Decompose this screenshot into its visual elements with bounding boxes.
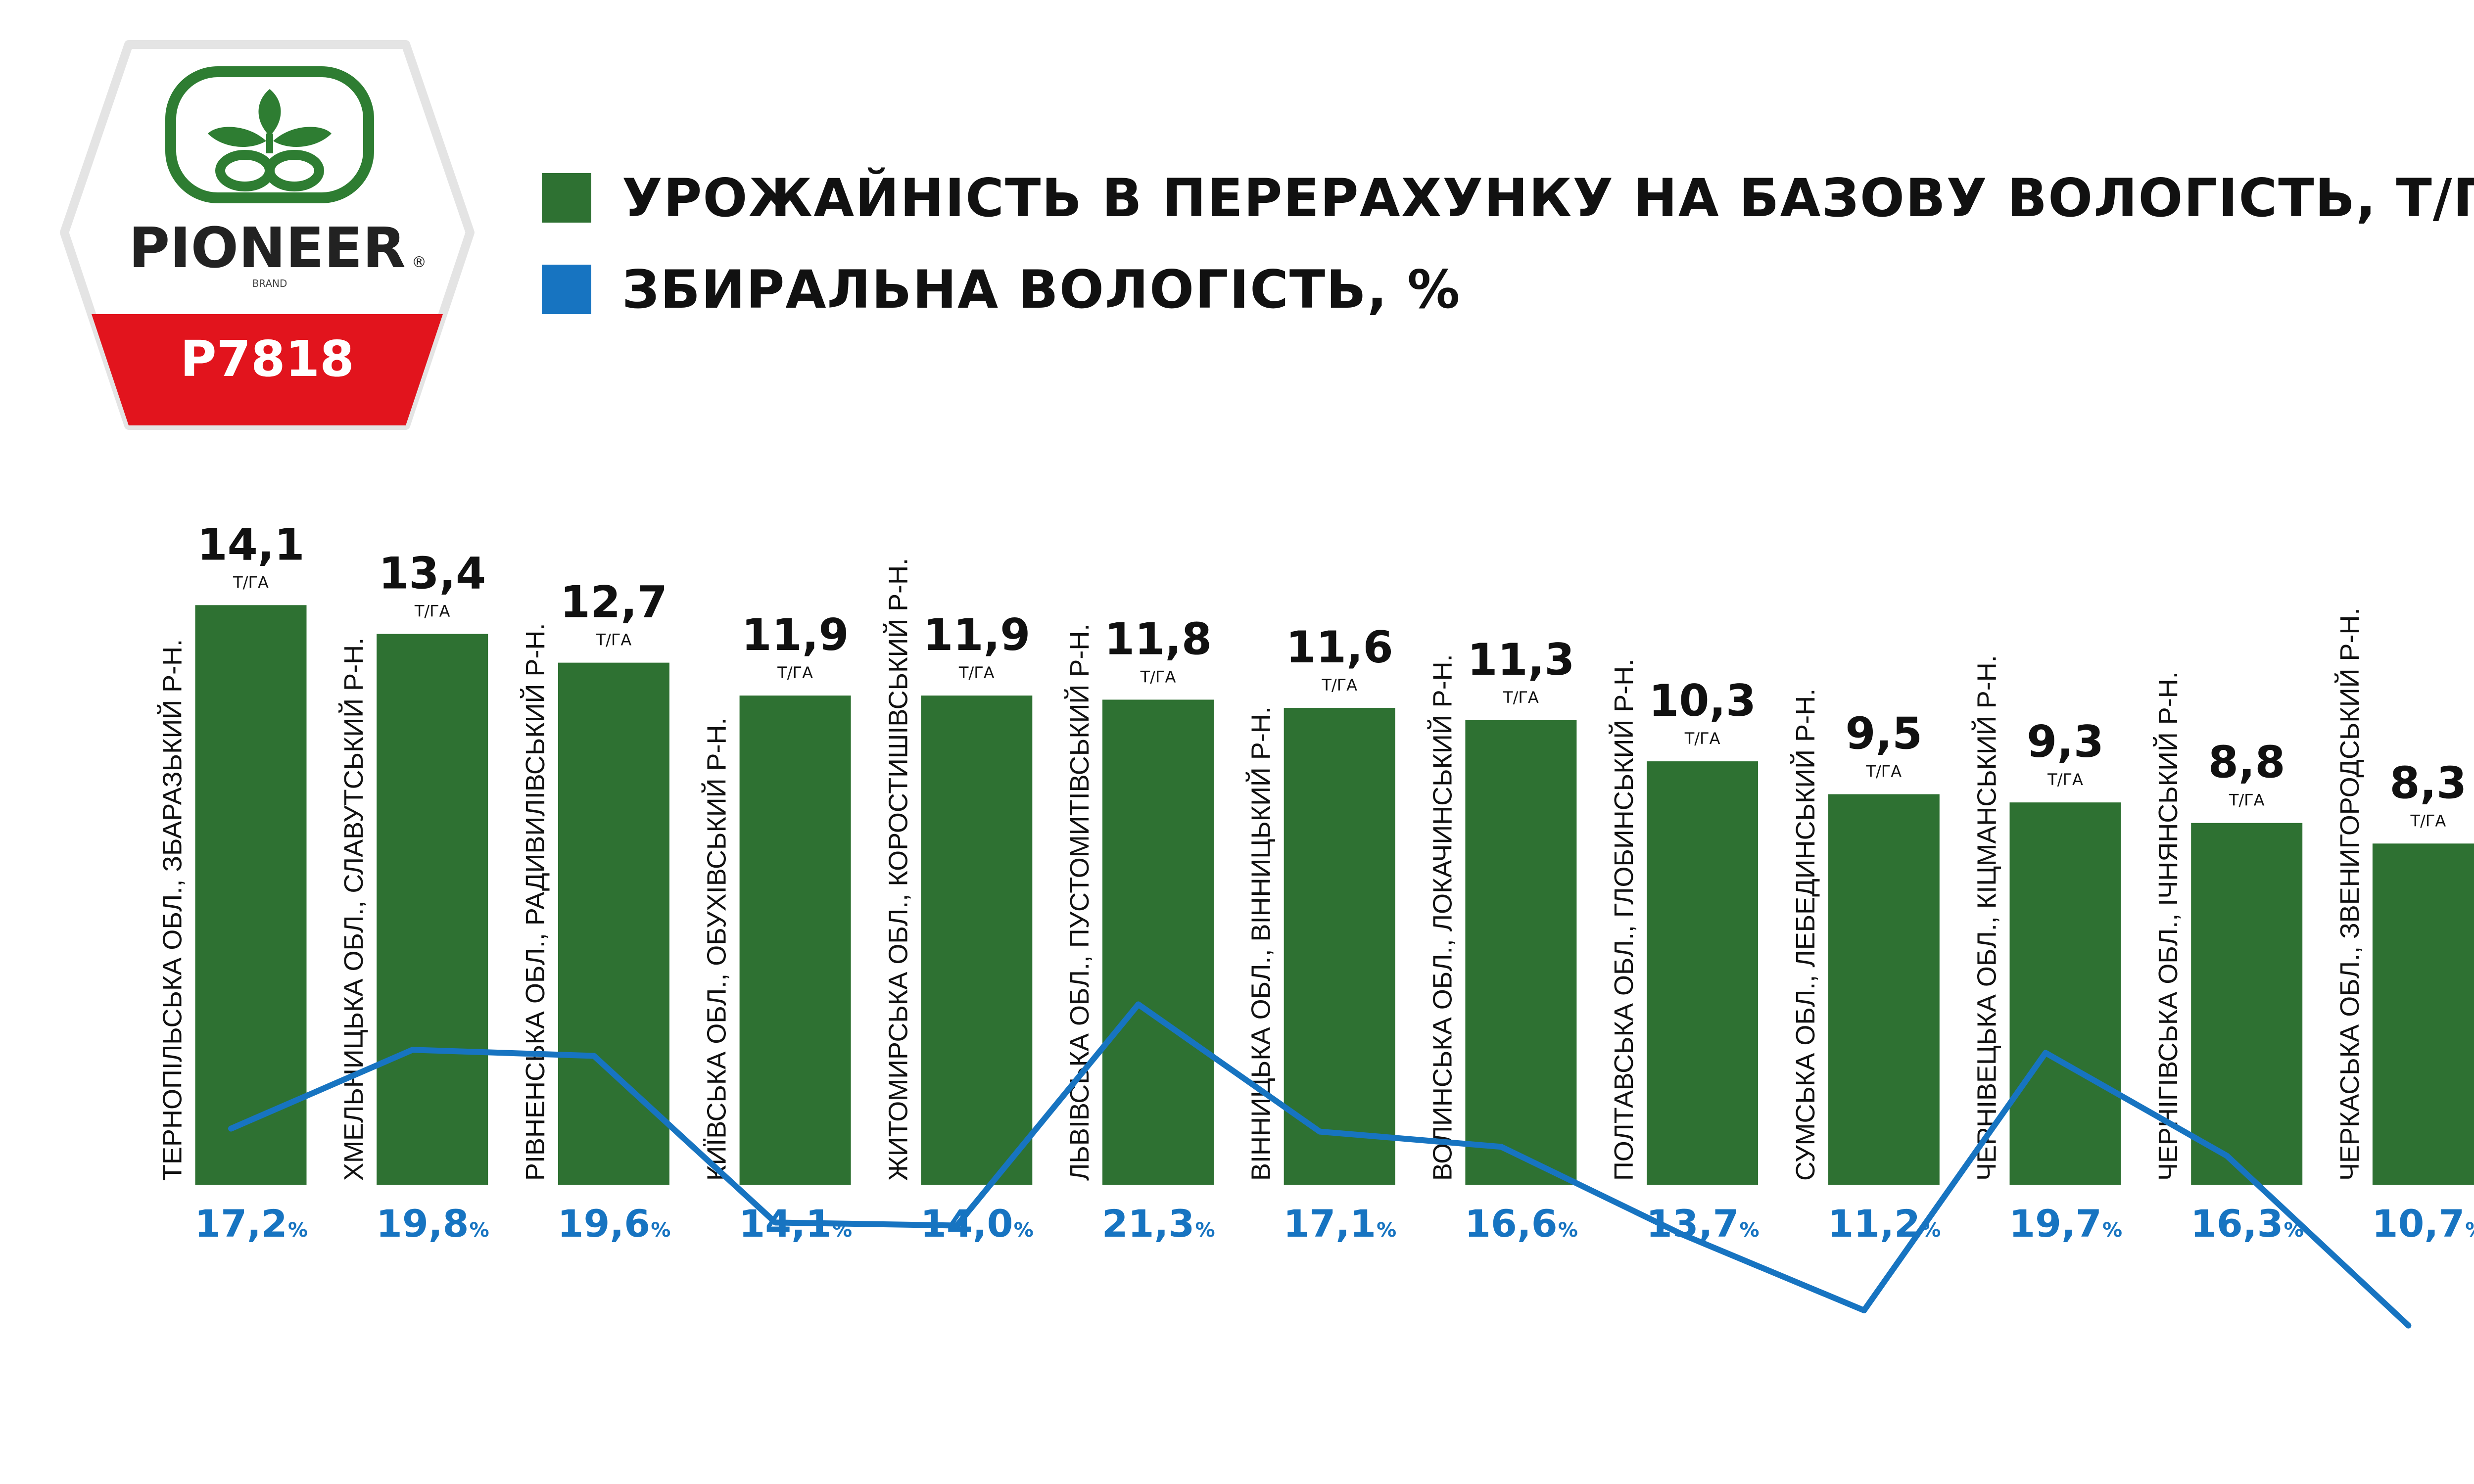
yield-value-label: 11,8 — [1104, 613, 1212, 664]
yield-unit-label: Т/ГА — [1321, 676, 1357, 695]
moisture-value-label: 17,2 — [194, 1202, 287, 1246]
logo-brand-subtext: BRAND — [252, 278, 287, 289]
moisture-value-label: 19,8 — [376, 1202, 469, 1246]
moisture-unit-label: % — [1377, 1219, 1396, 1242]
moisture-unit-label: % — [1014, 1219, 1034, 1242]
moisture-line — [228, 1001, 2412, 1329]
moisture-value-label: 17,1 — [1283, 1202, 1376, 1246]
category-label: ЧЕРНІГІВСЬКА ОБЛ., ІЧНЯНСЬКИЙ Р-Н. — [2153, 671, 2183, 1181]
category-label: ЛЬВІВСЬКА ОБЛ., ПУСТОМИТІВСЬКИЙ Р-Н. — [1064, 624, 1094, 1181]
moisture-unit-label: % — [470, 1219, 489, 1242]
yield-bar — [1465, 720, 1577, 1185]
yield-value-label: 14,1 — [197, 519, 304, 570]
logo-brand-text: PIONEER — [129, 216, 406, 280]
yield-unit-label: Т/ГА — [596, 631, 632, 649]
yield-value-label: 11,9 — [742, 609, 849, 660]
yield-bar — [1284, 708, 1395, 1185]
legend-label-moisture: ЗБИРАЛЬНА ВОЛОГІСТЬ, % — [622, 259, 1461, 320]
legend-label-yield: УРОЖАЙНІСТЬ В ПЕРЕРАХУНКУ НА БАЗОВУ ВОЛО… — [622, 167, 2474, 229]
category-label: ВОЛИНСЬКА ОБЛ., ЛОКАЧИНСЬКИЙ Р-Н. — [1427, 654, 1457, 1181]
moisture-value-label: 11,2 — [1828, 1202, 1921, 1246]
legend-item-moisture: ЗБИРАЛЬНА ВОЛОГІСТЬ, % — [542, 257, 2474, 322]
yield-unit-label: Т/ГА — [2410, 811, 2446, 830]
yield-value-label: 8,3 — [2389, 757, 2467, 808]
category-label: КИЇВСЬКА ОБЛ., ОБУХІВСЬКИЙ Р-Н. — [702, 717, 732, 1181]
yield-unit-label: Т/ГА — [777, 663, 813, 682]
yield-bar — [1647, 761, 1759, 1185]
legend-item-yield: УРОЖАЙНІСТЬ В ПЕРЕРАХУНКУ НА БАЗОВУ ВОЛО… — [542, 166, 2474, 230]
yield-unit-label: Т/ГА — [2047, 770, 2083, 789]
yield-bar — [2372, 843, 2474, 1185]
category-label: ТЕРНОПІЛЬСЬКА ОБЛ., ЗБАРАЗЬКИЙ Р-Н. — [157, 639, 188, 1181]
yield-value-label: 11,9 — [923, 609, 1030, 660]
logo-emblem-frame — [165, 66, 374, 203]
logo-product-text: P7818 — [180, 330, 354, 388]
moisture-value-label: 10,7 — [2372, 1202, 2465, 1246]
yield-bar — [2009, 802, 2121, 1185]
yield-bar — [2191, 823, 2303, 1185]
moisture-value-label: 19,7 — [2009, 1202, 2102, 1246]
yield-unit-label: Т/ГА — [1503, 688, 1539, 707]
moisture-value-label: 21,3 — [1102, 1202, 1195, 1246]
logo-registered-mark: ® — [412, 254, 427, 271]
category-label: РІВНЕНСЬКА ОБЛ., РАДИВИЛІВСЬКИЙ Р-Н. — [520, 623, 550, 1181]
yield-unit-label: Т/ГА — [958, 663, 995, 682]
moisture-unit-label: % — [651, 1219, 670, 1242]
moisture-unit-label: % — [1558, 1219, 1578, 1242]
yield-value-label: 12,7 — [560, 577, 667, 628]
moisture-unit-label: % — [2102, 1219, 2122, 1242]
yield-unit-label: Т/ГА — [1684, 729, 1720, 748]
legend-swatch-yield — [542, 173, 591, 223]
moisture-value-label: 19,6 — [558, 1202, 651, 1246]
yield-value-label: 11,6 — [1286, 622, 1393, 673]
moisture-unit-label: % — [1195, 1219, 1215, 1242]
yield-bar — [558, 662, 669, 1185]
moisture-unit-label: % — [2465, 1219, 2474, 1242]
yield-bar — [1102, 699, 1214, 1185]
moisture-value-label: 16,6 — [1465, 1202, 1558, 1246]
pioneer-logo: PIONEER ® BRAND P7818 — [60, 40, 475, 430]
yield-value-label: 11,3 — [1467, 634, 1574, 685]
category-label: ПОЛТАВСЬКА ОБЛ., ГЛОБИНСЬКИЙ Р-Н. — [1609, 659, 1639, 1181]
moisture-unit-label: % — [288, 1219, 308, 1242]
yield-bar — [739, 696, 851, 1185]
moisture-unit-label: % — [1740, 1219, 1760, 1242]
yield-value-label: 10,3 — [1649, 675, 1756, 726]
yield-unit-label: Т/ГА — [233, 573, 269, 592]
yield-unit-label: Т/ГА — [1865, 762, 1902, 781]
logo-red-band — [64, 314, 470, 425]
yield-unit-label: Т/ГА — [1140, 667, 1176, 686]
category-label: СУМСЬКА ОБЛ., ЛЕБЕДИНСЬКИЙ Р-Н. — [1790, 689, 1820, 1181]
yield-value-label: 9,3 — [2027, 716, 2104, 767]
yield-unit-label: Т/ГА — [2229, 791, 2265, 810]
logo-plant-icon — [208, 89, 332, 191]
yield-value-label: 8,8 — [2208, 737, 2285, 788]
yield-value-label: 13,4 — [379, 548, 486, 599]
yield-bar — [377, 634, 488, 1185]
category-label: ХМЕЛЬНИЦЬКА ОБЛ., СЛАВУТСЬКИЙ Р-Н. — [338, 638, 369, 1181]
yield-unit-label: Т/ГА — [414, 602, 450, 620]
category-label: ЧЕРНІВЕЦЬКА ОБЛ., КІЦМАНСЬКИЙ Р-Н. — [1972, 655, 2002, 1181]
category-label: ЧЕРКАСЬКА ОБЛ., ЗВЕНИГОРОДСЬКИЙ Р-Н. — [2334, 607, 2365, 1181]
yield-value-label: 9,5 — [1845, 708, 1922, 759]
yield-bar — [195, 605, 307, 1185]
legend-swatch-moisture — [542, 265, 591, 314]
moisture-value-label: 16,3 — [2190, 1202, 2284, 1246]
chart-legend: УРОЖАЙНІСТЬ В ПЕРЕРАХУНКУ НА БАЗОВУ ВОЛО… — [542, 166, 2474, 349]
yield-bar — [921, 696, 1033, 1185]
yield-bar — [1828, 794, 1940, 1185]
category-label: ВІННИЦЬКА ОБЛ., ВІННИЦЬКИЙ Р-Н. — [1246, 706, 1276, 1181]
category-label: ЖИТОМИРСЬКА ОБЛ., КОРОСТИШІВСЬКИЙ Р-Н. — [883, 558, 913, 1181]
